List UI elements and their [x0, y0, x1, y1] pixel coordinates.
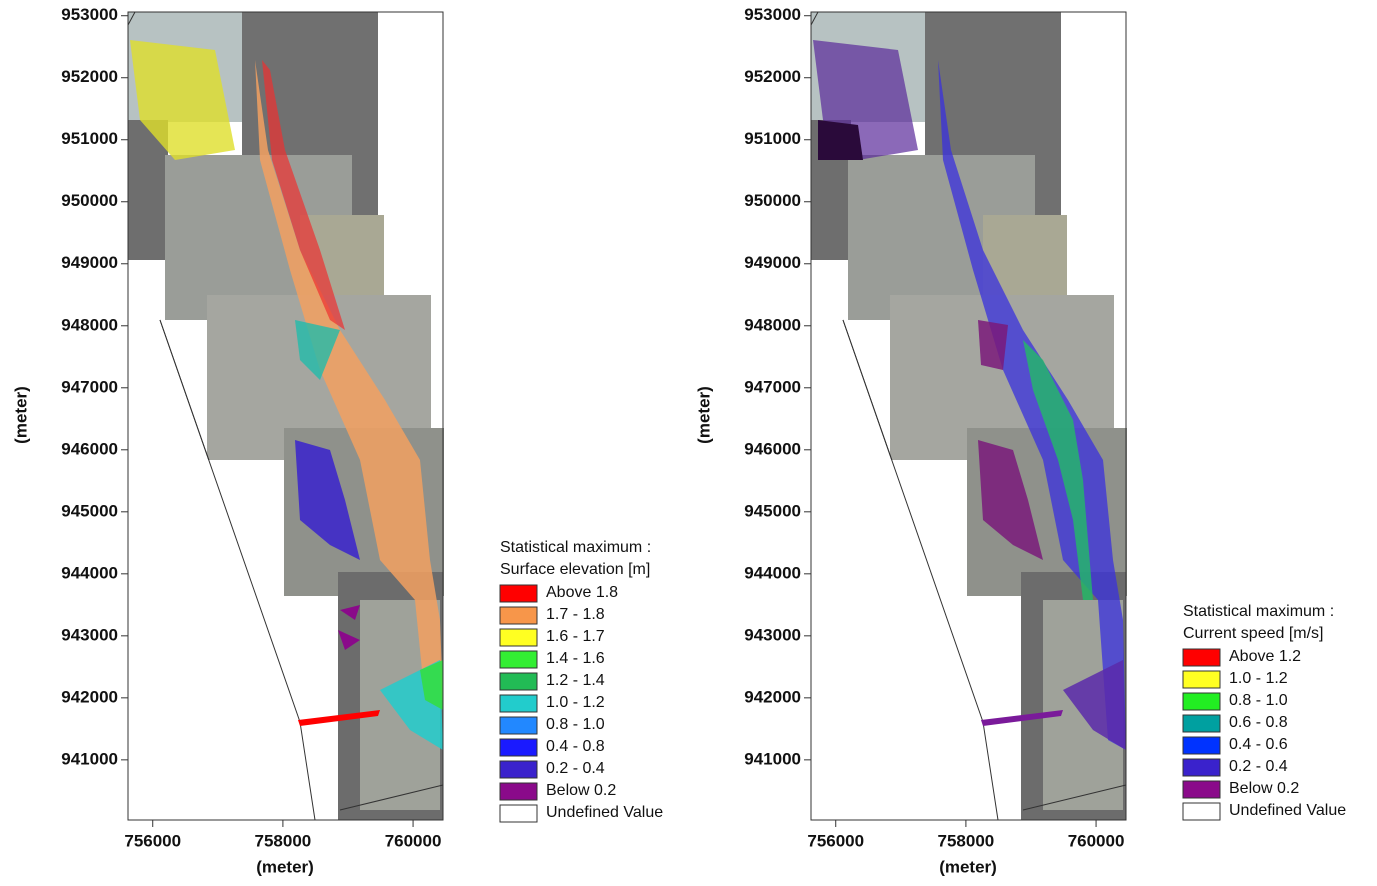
legend-swatch	[1183, 671, 1220, 688]
legend-swatch	[500, 673, 537, 690]
y-tick-label: 953000	[61, 5, 118, 24]
map-right	[811, 12, 1127, 820]
legend-swatch	[500, 739, 537, 756]
y-axis-label: (meter)	[694, 386, 713, 444]
legend-label: 1.6 - 1.7	[546, 628, 605, 645]
legend-swatch	[500, 761, 537, 778]
x-axis-label: (meter)	[939, 857, 997, 876]
legend-swatch	[500, 695, 537, 712]
legend-label: Undefined Value	[546, 804, 663, 821]
legend-swatch	[1183, 693, 1220, 710]
legend-swatch	[1183, 649, 1220, 666]
y-tick-label: 952000	[61, 67, 118, 86]
y-tick-label: 943000	[744, 625, 801, 644]
x-tick-label: 760000	[1068, 831, 1125, 850]
legend-swatch	[500, 585, 537, 602]
y-tick-label: 943000	[61, 625, 118, 644]
legend-label: 0.8 - 1.0	[1229, 692, 1288, 709]
legend-title: Statistical maximum :	[500, 539, 651, 556]
legend-swatch	[1183, 715, 1220, 732]
y-tick-label: 949000	[61, 253, 118, 272]
y-tick-label: 944000	[61, 563, 118, 582]
legend-swatch	[500, 651, 537, 668]
legend-title: Current speed [m/s]	[1183, 625, 1324, 642]
y-axis-label: (meter)	[11, 386, 30, 444]
y-tick-label: 945000	[61, 501, 118, 520]
legend-label: Below 0.2	[1229, 780, 1299, 797]
legend-label: 1.2 - 1.4	[546, 672, 605, 689]
y-tick-label: 942000	[61, 687, 118, 706]
legend-label: Above 1.2	[1229, 648, 1301, 665]
legend-label: 0.4 - 0.8	[546, 738, 605, 755]
legend-label: 0.2 - 0.4	[546, 760, 605, 777]
y-tick-label: 947000	[744, 377, 801, 396]
y-tick-label: 953000	[744, 5, 801, 24]
legend-title: Surface elevation [m]	[500, 561, 650, 578]
y-tick-label: 950000	[744, 191, 801, 210]
x-tick-label: 758000	[938, 831, 995, 850]
y-tick-label: 948000	[61, 315, 118, 334]
legend-label: 0.6 - 0.8	[1229, 714, 1288, 731]
legend-label: 0.2 - 0.4	[1229, 758, 1288, 775]
legend-label: 1.0 - 1.2	[546, 694, 605, 711]
legend-swatch	[1183, 759, 1220, 776]
y-tick-label: 949000	[744, 253, 801, 272]
legend-swatch	[500, 717, 537, 734]
legend-swatch	[500, 805, 537, 822]
y-tick-label: 951000	[744, 129, 801, 148]
legend-label: Below 0.2	[546, 782, 616, 799]
legend-title: Statistical maximum :	[1183, 603, 1334, 620]
figure: (meter) (meter) (meter) (meter) 941000 94…	[0, 0, 1377, 881]
x-tick-label: 758000	[255, 831, 312, 850]
legend-swatch	[1183, 737, 1220, 754]
y-tick-label: 941000	[61, 749, 118, 768]
legend-swatch	[500, 607, 537, 624]
y-tick-label: 947000	[61, 377, 118, 396]
legend-swatch	[1183, 803, 1220, 820]
legend-label: 0.4 - 0.6	[1229, 736, 1288, 753]
y-tick-label: 945000	[744, 501, 801, 520]
legend-label: 1.0 - 1.2	[1229, 670, 1288, 687]
legend-swatch	[1183, 781, 1220, 798]
legend-label: Undefined Value	[1229, 802, 1346, 819]
legend-label: Above 1.8	[546, 584, 618, 601]
y-tick-label: 948000	[744, 315, 801, 334]
legend-label: 1.7 - 1.8	[546, 606, 605, 623]
legend-swatch	[500, 783, 537, 800]
legend-label: 0.8 - 1.0	[546, 716, 605, 733]
y-tick-label: 941000	[744, 749, 801, 768]
y-tick-label: 944000	[744, 563, 801, 582]
x-tick-label: 756000	[807, 831, 864, 850]
legend-label: 1.4 - 1.6	[546, 650, 605, 667]
x-tick-label: 756000	[124, 831, 181, 850]
y-tick-label: 946000	[744, 439, 801, 458]
y-tick-label: 952000	[744, 67, 801, 86]
map-left	[128, 12, 444, 820]
y-tick-label: 951000	[61, 129, 118, 148]
legend-swatch	[500, 629, 537, 646]
x-axis-label: (meter)	[256, 857, 314, 876]
y-tick-label: 950000	[61, 191, 118, 210]
y-tick-label: 942000	[744, 687, 801, 706]
y-tick-label: 946000	[61, 439, 118, 458]
x-tick-label: 760000	[385, 831, 442, 850]
